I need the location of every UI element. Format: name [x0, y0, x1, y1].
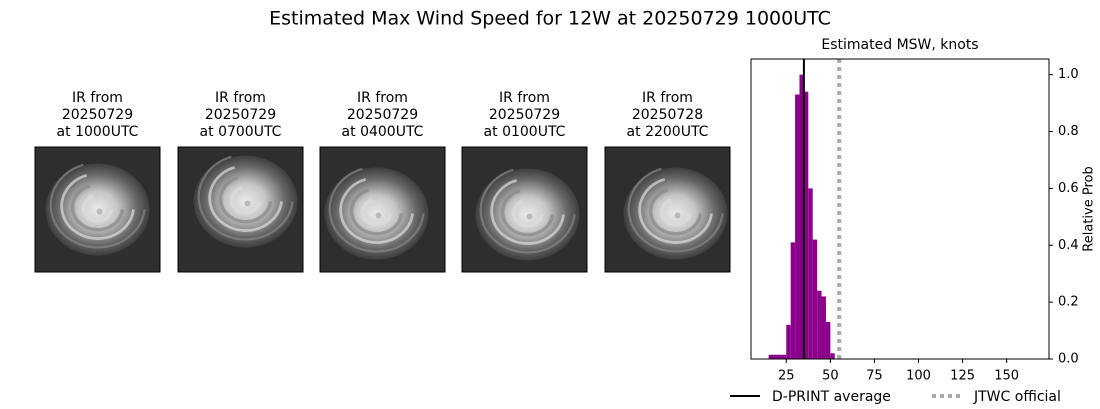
panel-title: 20250729: [205, 107, 276, 123]
bar: [773, 354, 778, 359]
ir-image: [604, 146, 731, 273]
panel-title: at 0400UTC: [342, 124, 424, 140]
panel-title: at 0100UTC: [484, 124, 566, 140]
y-tick-label: 0.8: [1058, 124, 1079, 139]
spiral-band: [218, 176, 273, 224]
spiral-band: [511, 199, 544, 228]
x-tick-label: 150: [994, 369, 1019, 384]
panel-title: at 1000UTC: [57, 124, 139, 140]
y-tick-label: 1.0: [1058, 67, 1079, 82]
panel-title: IR from: [72, 90, 123, 106]
ir-frame: [604, 146, 731, 273]
x-tick-label: 100: [906, 369, 931, 384]
panel-title: 20250729: [62, 107, 133, 123]
panel-title: at 0700UTC: [200, 124, 282, 140]
spiral-band: [60, 173, 135, 240]
spiral-band: [49, 163, 146, 249]
ir-frame: [461, 146, 588, 273]
ir-image: [177, 146, 304, 273]
spiral-band: [360, 198, 393, 227]
bar: [812, 239, 818, 359]
eye: [674, 212, 681, 219]
spiral-band: [638, 177, 713, 244]
spiral-band: [70, 184, 125, 232]
eye: [244, 200, 251, 207]
eye: [526, 213, 533, 220]
legend-label: D-PRINT average: [772, 389, 891, 405]
spiral-band: [349, 188, 404, 236]
spiral-band: [229, 186, 262, 215]
plot-frame: [750, 58, 1050, 360]
panel-title: IR from: [499, 90, 550, 106]
bar: [786, 324, 791, 359]
spiral-band: [659, 198, 692, 227]
bar: [817, 290, 822, 359]
eye: [375, 212, 382, 219]
panel-title: IR from: [642, 90, 693, 106]
bar: [768, 354, 774, 359]
chart-title: Estimated MSW, knots: [821, 37, 978, 53]
spiral-band: [339, 177, 414, 244]
ir-image: [34, 146, 161, 273]
ir-image: [461, 146, 588, 273]
ir-frame: [34, 146, 161, 273]
ir-frame: [177, 146, 304, 273]
bar: [808, 188, 813, 359]
panel-title: 20250728: [632, 107, 703, 123]
panel-title: IR from: [215, 90, 266, 106]
spiral-band: [81, 194, 114, 223]
x-tick-label: 25: [778, 369, 795, 384]
ir-image: [319, 146, 446, 273]
page-title: Estimated Max Wind Speed for 12W at 2025…: [269, 8, 831, 30]
x-tick-label: 75: [866, 369, 883, 384]
spiral-band: [328, 167, 425, 253]
spiral-band: [479, 168, 576, 254]
bar: [795, 94, 800, 360]
bar: [790, 242, 796, 359]
bar: [825, 322, 831, 359]
bar: [781, 354, 787, 359]
bar: [830, 353, 835, 359]
spiral-band: [208, 165, 283, 232]
bar: [821, 296, 826, 359]
y-tick-label: 0.4: [1058, 238, 1079, 253]
x-tick-label: 50: [822, 369, 839, 384]
legend-label: JTWC official: [973, 389, 1061, 405]
spiral-band: [627, 167, 724, 253]
y-axis-label: Relative Prob: [1082, 166, 1097, 251]
y-tick-label: 0.0: [1058, 352, 1079, 367]
spiral-band: [197, 155, 294, 241]
bar: [777, 354, 782, 359]
bar: [803, 91, 809, 360]
eye: [96, 208, 103, 215]
panel-title: 20250729: [489, 107, 560, 123]
ir-frame: [319, 146, 446, 273]
x-tick-label: 125: [950, 369, 975, 384]
y-tick-label: 0.6: [1058, 181, 1079, 196]
bar: [799, 74, 804, 360]
spiral-band: [490, 178, 565, 245]
panel-title: 20250729: [347, 107, 418, 123]
panel-title: IR from: [357, 90, 408, 106]
spiral-band: [500, 189, 555, 237]
spiral-band: [648, 188, 703, 236]
panel-title: at 2200UTC: [627, 124, 709, 140]
y-tick-label: 0.2: [1058, 295, 1079, 310]
